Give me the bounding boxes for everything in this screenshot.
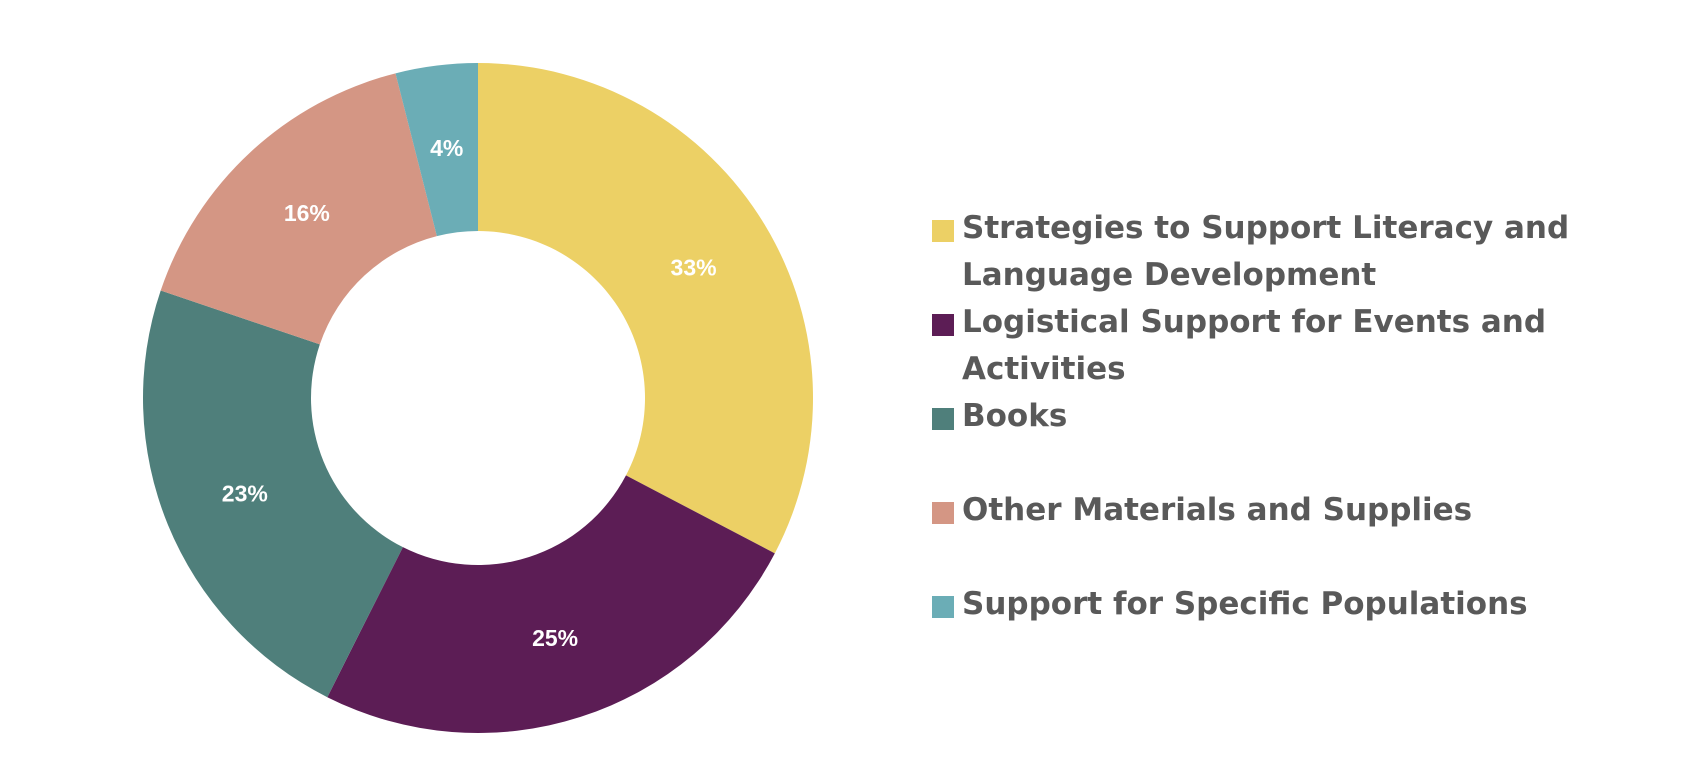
legend-swatch-1 (932, 314, 954, 336)
legend-swatch-4 (932, 596, 954, 618)
slice-2 (143, 290, 403, 698)
donut-chart: 33% 25% 23% 16% 4% (143, 63, 813, 733)
legend-label-4: Support for Specific Populations (962, 586, 1528, 622)
slice-label-3: 16% (284, 200, 330, 226)
legend-swatch-0 (932, 220, 954, 242)
slice-4 (395, 63, 478, 237)
slice-labels-group: 33% 25% 23% 16% 4% (222, 135, 717, 651)
slice-3 (160, 73, 437, 345)
legend-swatch-3 (932, 502, 954, 524)
slice-label-1: 25% (532, 625, 578, 651)
slice-label-2: 23% (222, 481, 268, 507)
legend-item-2: Books (932, 393, 1672, 487)
legend-swatch-2 (932, 408, 954, 430)
slice-label-0: 33% (671, 255, 717, 281)
legend: Strategies to Support Literacy and Langu… (932, 205, 1672, 628)
legend-item-1: Logistical Support for Events and Activi… (932, 299, 1672, 393)
slice-1 (327, 475, 775, 733)
slices-group (143, 63, 813, 733)
legend-label-1: Logistical Support for Events and Activi… (962, 304, 1547, 387)
slice-label-4: 4% (430, 135, 463, 161)
legend-label-0: Strategies to Support Literacy and Langu… (962, 210, 1570, 293)
legend-label-2: Books (962, 398, 1068, 434)
legend-item-3: Other Materials and Supplies (932, 487, 1672, 581)
slice-0 (478, 63, 813, 554)
legend-item-4: Support for Specific Populations (932, 581, 1672, 628)
legend-label-3: Other Materials and Supplies (962, 492, 1473, 528)
legend-item-0: Strategies to Support Literacy and Langu… (932, 205, 1672, 299)
